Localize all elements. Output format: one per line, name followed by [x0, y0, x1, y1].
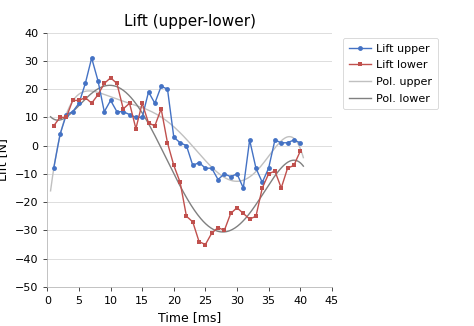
Lift upper [247, 138, 253, 142]
Lift lower [171, 163, 177, 167]
Lift lower [82, 96, 88, 99]
Lift lower [259, 186, 265, 190]
Lift upper [70, 110, 75, 114]
Lift lower [266, 172, 272, 176]
Lift upper [253, 166, 259, 170]
Lift upper [278, 141, 284, 145]
Legend: Lift upper, Lift lower, Pol. upper, Pol. lower: Lift upper, Lift lower, Pol. upper, Pol.… [343, 38, 438, 109]
Lift upper [101, 110, 107, 114]
Line: Lift lower: Lift lower [51, 75, 302, 247]
Lift upper [259, 180, 265, 184]
Lift upper [291, 138, 297, 142]
Y-axis label: Lift [N]: Lift [N] [0, 138, 9, 181]
Lift upper [209, 166, 215, 170]
Lift upper [152, 101, 158, 105]
Lift lower [51, 124, 56, 128]
Lift lower [127, 101, 132, 105]
Lift upper [215, 178, 221, 182]
Lift upper [64, 112, 69, 116]
Lift upper [89, 56, 94, 60]
X-axis label: Time [ms]: Time [ms] [158, 311, 221, 324]
Lift lower [101, 82, 107, 85]
Lift lower [221, 229, 227, 232]
Lift upper [221, 172, 227, 176]
Lift upper [158, 84, 164, 88]
Lift lower [177, 180, 183, 184]
Lift lower [196, 240, 202, 244]
Lift upper [183, 144, 189, 148]
Lift upper [133, 115, 139, 119]
Lift lower [120, 107, 126, 111]
Lift lower [247, 217, 253, 221]
Lift upper [234, 172, 240, 176]
Lift lower [278, 186, 284, 190]
Lift lower [95, 93, 101, 97]
Lift lower [64, 115, 69, 119]
Lift upper [240, 186, 246, 190]
Lift upper [164, 87, 170, 91]
Lift lower [285, 166, 291, 170]
Lift lower [228, 212, 234, 215]
Lift upper [171, 135, 177, 139]
Lift lower [215, 226, 221, 230]
Lift upper [120, 110, 126, 114]
Lift lower [253, 214, 259, 218]
Lift lower [89, 101, 94, 105]
Lift upper [108, 98, 113, 102]
Lift lower [158, 107, 164, 111]
Lift upper [202, 166, 208, 170]
Lift upper [127, 112, 132, 116]
Lift lower [164, 141, 170, 145]
Lift upper [297, 141, 303, 145]
Lift lower [133, 127, 139, 131]
Line: Lift upper: Lift upper [51, 56, 302, 190]
Lift upper [228, 175, 234, 179]
Lift lower [76, 98, 82, 102]
Lift lower [297, 149, 303, 153]
Lift lower [70, 98, 75, 102]
Lift lower [240, 212, 246, 215]
Lift upper [114, 110, 120, 114]
Lift upper [285, 141, 291, 145]
Lift upper [76, 101, 82, 105]
Lift upper [177, 141, 183, 145]
Lift upper [139, 115, 145, 119]
Lift upper [57, 132, 63, 136]
Lift lower [190, 220, 196, 224]
Lift lower [57, 115, 63, 119]
Lift lower [234, 206, 240, 210]
Lift upper [146, 90, 151, 94]
Lift lower [202, 243, 208, 246]
Lift upper [51, 166, 56, 170]
Lift lower [152, 124, 158, 128]
Lift lower [108, 76, 113, 80]
Lift upper [190, 163, 196, 167]
Lift upper [272, 138, 278, 142]
Lift lower [139, 101, 145, 105]
Lift upper [266, 166, 272, 170]
Lift lower [146, 121, 151, 125]
Lift lower [209, 231, 215, 235]
Lift lower [183, 214, 189, 218]
Lift upper [82, 82, 88, 85]
Lift lower [272, 169, 278, 173]
Lift upper [196, 161, 202, 165]
Lift lower [114, 82, 120, 85]
Lift upper [95, 79, 101, 82]
Title: Lift (upper-lower): Lift (upper-lower) [124, 14, 255, 29]
Lift lower [291, 163, 297, 167]
